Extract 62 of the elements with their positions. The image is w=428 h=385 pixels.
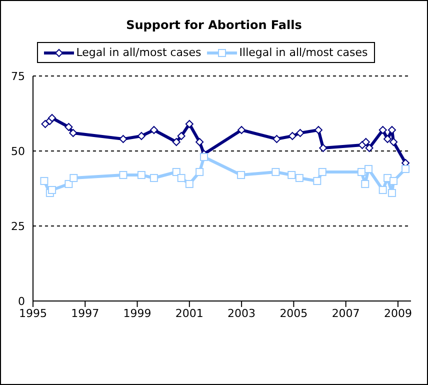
point <box>314 126 322 134</box>
chart-title: Support for Abortion Falls <box>125 17 303 34</box>
point <box>390 177 398 185</box>
x-tick-label: 2001 <box>175 306 204 320</box>
point <box>390 138 398 146</box>
point <box>200 153 208 161</box>
y-tick-label: 50 <box>11 144 25 158</box>
point <box>295 174 304 182</box>
point <box>272 135 281 143</box>
point <box>137 171 146 179</box>
x-tick-label: 1995 <box>19 306 47 320</box>
x-tick-label: 2007 <box>332 306 360 320</box>
point <box>185 120 194 128</box>
point <box>238 126 246 134</box>
y-tick-label: 75 <box>11 70 25 83</box>
point <box>318 168 326 176</box>
point <box>196 138 204 146</box>
x-tick-label: 1999 <box>123 306 152 320</box>
point <box>357 168 366 176</box>
point <box>185 180 194 188</box>
point <box>64 123 73 131</box>
point <box>172 168 180 176</box>
point <box>365 144 374 152</box>
point <box>70 174 78 182</box>
point <box>296 129 304 137</box>
point <box>69 129 78 137</box>
x-tick-label: 2009 <box>384 306 412 320</box>
point <box>384 135 392 143</box>
point <box>237 171 246 179</box>
point <box>64 180 73 188</box>
point <box>196 168 204 176</box>
x-tick-label: 1997 <box>71 306 100 320</box>
point <box>172 138 180 146</box>
point <box>137 132 146 140</box>
y-tick-label: 0 <box>18 294 25 308</box>
x-tick-label: 2003 <box>228 306 256 320</box>
point <box>388 126 396 134</box>
point <box>361 180 370 188</box>
point <box>119 135 128 143</box>
point <box>48 186 56 194</box>
point <box>272 168 280 176</box>
point <box>364 165 373 173</box>
point <box>362 138 370 146</box>
point <box>119 171 128 179</box>
point <box>402 165 410 173</box>
point <box>177 132 186 140</box>
point <box>48 114 56 122</box>
point <box>177 174 186 182</box>
legend-label: Illegal in all/most cases <box>239 46 368 59</box>
x-tick-label: 2005 <box>280 306 308 320</box>
point <box>313 177 322 185</box>
point <box>150 174 158 182</box>
point <box>319 144 328 152</box>
point <box>150 126 158 134</box>
point <box>378 186 387 194</box>
point <box>288 171 296 179</box>
y-tick-label: 25 <box>11 220 25 233</box>
legend-label: Legal in all/most cases <box>76 46 202 59</box>
point <box>378 126 387 134</box>
point <box>288 132 296 140</box>
point <box>40 177 48 185</box>
point <box>388 189 396 197</box>
